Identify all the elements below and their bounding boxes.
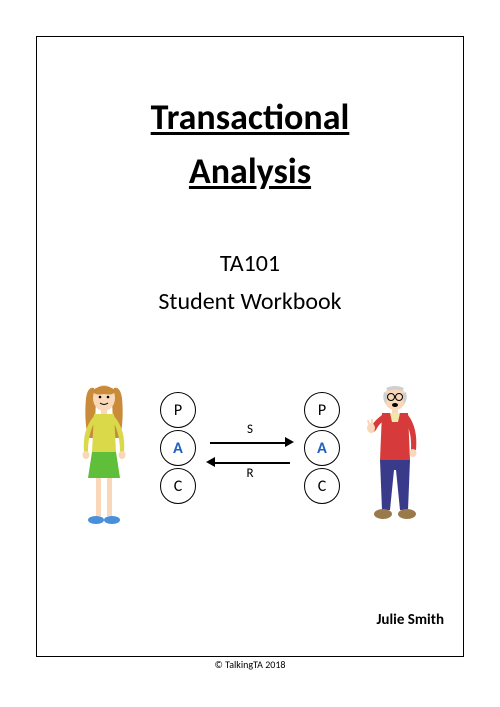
pac-c-left: C: [160, 468, 196, 504]
author-name: Julie Smith: [376, 611, 444, 629]
woman-illustration: [70, 380, 140, 530]
pac-column-left: P A C: [160, 392, 196, 504]
title-line-2: Analysis: [0, 144, 500, 198]
man-illustration: [360, 380, 430, 530]
title-block: Transactional Analysis: [0, 90, 500, 198]
cover-illustration: P A C P A C S R: [0, 370, 500, 540]
subtitle-block: TA101 Student Workbook: [0, 245, 500, 322]
stimulus-label: S: [206, 422, 294, 437]
pac-diagram: P A C P A C S R: [150, 390, 350, 520]
pac-column-right: P A C: [304, 392, 340, 504]
workbook-label: Student Workbook: [0, 283, 500, 321]
course-code: TA101: [0, 245, 500, 283]
pac-a-right: A: [304, 430, 340, 466]
transaction-arrows: S R: [206, 432, 294, 472]
pac-p-left: P: [160, 392, 196, 428]
response-arrow: R: [206, 456, 294, 470]
stimulus-arrow: S: [206, 436, 294, 450]
pac-p-right: P: [304, 392, 340, 428]
response-label: R: [206, 466, 294, 481]
copyright-notice: © TalkingTA 2018: [0, 658, 500, 671]
pac-c-right: C: [304, 468, 340, 504]
pac-a-left: A: [160, 430, 196, 466]
title-line-1: Transactional: [0, 90, 500, 144]
